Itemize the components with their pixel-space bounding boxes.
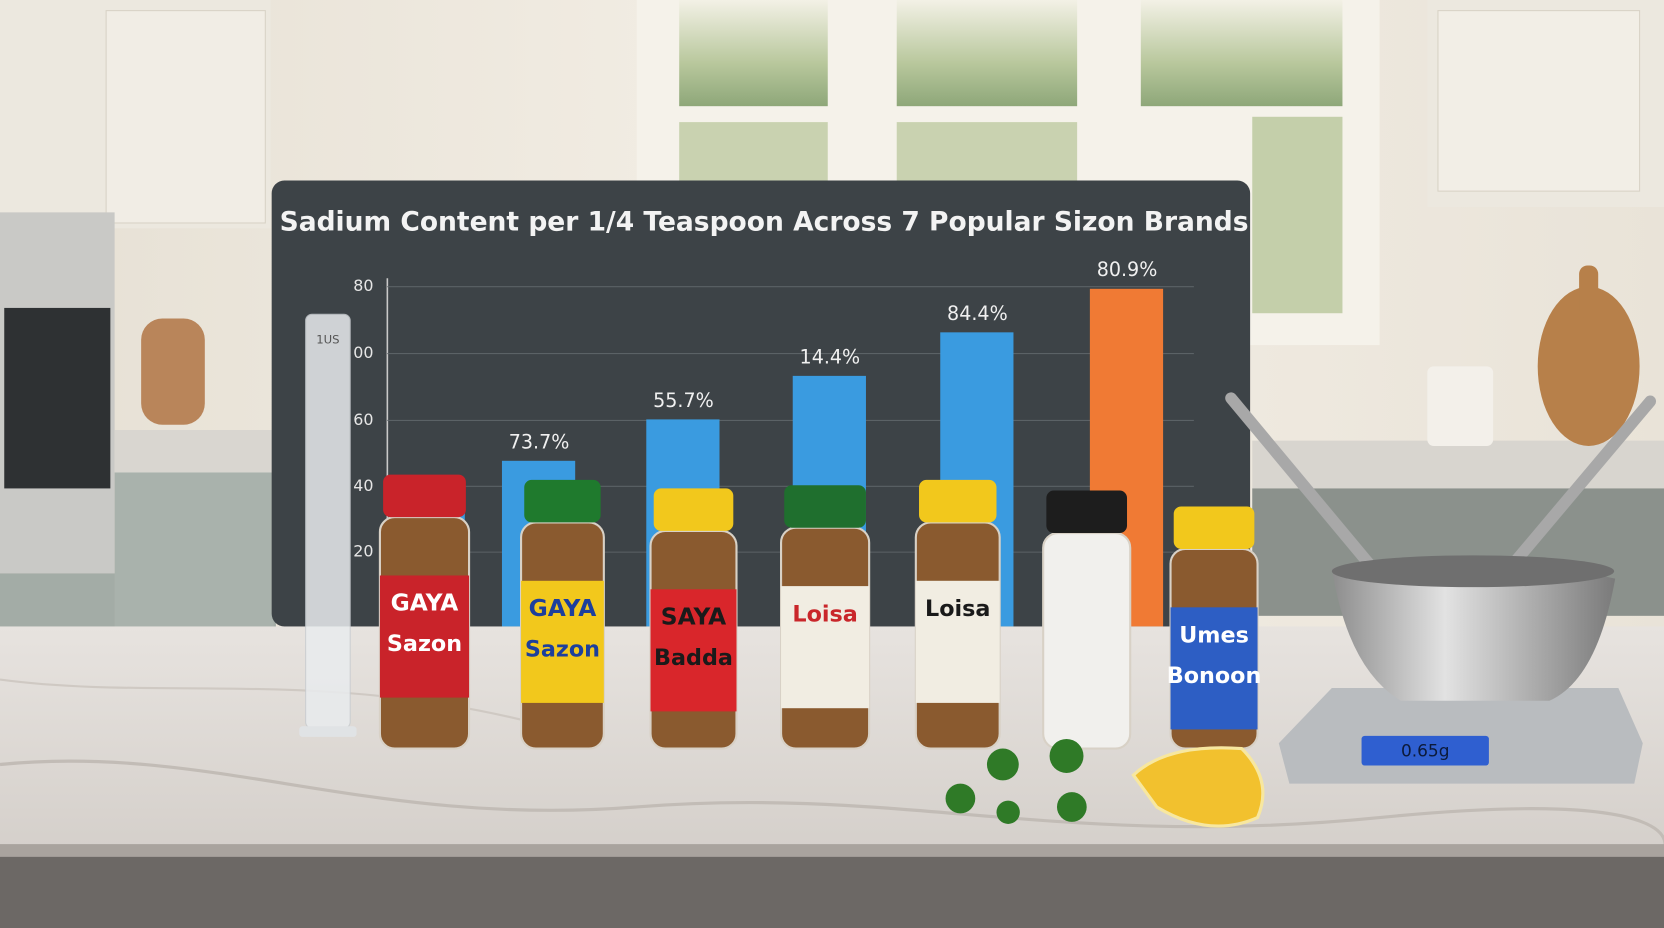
jar-label xyxy=(521,580,604,703)
bar-label: 55.7% xyxy=(653,389,714,412)
jar-text: Bonoon xyxy=(1167,663,1262,689)
utensil-crock xyxy=(1427,366,1494,446)
window-pane xyxy=(679,122,828,186)
window-pane xyxy=(896,122,1078,186)
measuring-cylinder xyxy=(305,313,351,729)
counter-front xyxy=(0,854,1664,928)
jar-text: Sazon xyxy=(387,631,462,657)
jar-label xyxy=(915,580,1000,703)
cutting-board xyxy=(1537,286,1640,446)
window-pane xyxy=(896,0,1078,107)
cutting-board xyxy=(141,318,205,425)
counter-edge xyxy=(0,844,1664,857)
scale-display xyxy=(1361,735,1489,766)
jar-cap xyxy=(524,479,601,523)
jar-text: SAYA xyxy=(661,602,726,630)
jar-text: Loisa xyxy=(792,601,857,627)
oven-window xyxy=(4,307,111,489)
jar-label xyxy=(781,586,870,709)
axis-label: 60 xyxy=(353,410,373,429)
axis-label: 20 xyxy=(353,542,373,561)
bowl-rim xyxy=(1331,555,1615,588)
marble-vein xyxy=(0,759,1664,850)
jar-cap xyxy=(919,479,997,523)
jar-label xyxy=(650,589,737,712)
chart-title: Sadium Content per 1/4 Teaspoon Across 7… xyxy=(280,206,1249,237)
cylinder-base xyxy=(299,726,357,737)
axis-label: 00 xyxy=(353,343,373,362)
whisk-handle xyxy=(1225,392,1397,596)
jar-text: GAYA xyxy=(391,589,459,617)
mixing-bowl xyxy=(1331,559,1616,701)
scale-reading: 0.65g xyxy=(1401,742,1450,762)
lower-cabinet xyxy=(114,472,274,632)
jar-cap xyxy=(1173,506,1255,549)
jar-label xyxy=(379,575,470,698)
cutting-board-handle xyxy=(1579,265,1599,319)
jar-text: GAYA xyxy=(529,594,597,622)
parsley xyxy=(945,739,1087,824)
jar-text: Badda xyxy=(654,645,733,671)
jar-cap xyxy=(1046,490,1128,534)
jar-text: Loisa xyxy=(925,596,990,622)
window-pane xyxy=(679,0,828,107)
jar-text: Sazon xyxy=(525,636,600,662)
axis-label: 40 xyxy=(353,476,373,495)
counter-back-left xyxy=(114,430,274,473)
window-pane xyxy=(1252,116,1343,314)
jar-body xyxy=(1042,531,1132,750)
jar-cap xyxy=(383,474,466,518)
cylinder-label: 1US xyxy=(316,332,339,346)
whisk-handle xyxy=(1490,395,1657,590)
bar-label: 73.7% xyxy=(509,430,570,453)
jar-cap xyxy=(653,488,734,531)
cabinet-door xyxy=(105,10,266,224)
jar-label xyxy=(1170,607,1258,730)
jar-cap xyxy=(784,485,866,528)
lemon xyxy=(1131,746,1265,828)
axis-label: 80 xyxy=(353,276,373,295)
window-pane xyxy=(1140,0,1343,107)
bar-label: 84.4% xyxy=(947,302,1008,325)
bar-label: 80.9% xyxy=(1097,258,1158,281)
cabinet-door xyxy=(1437,10,1641,192)
jar-text: Umes xyxy=(1179,623,1249,649)
kitchen-scale xyxy=(1278,688,1643,784)
bar-label: 14.4% xyxy=(800,345,861,368)
